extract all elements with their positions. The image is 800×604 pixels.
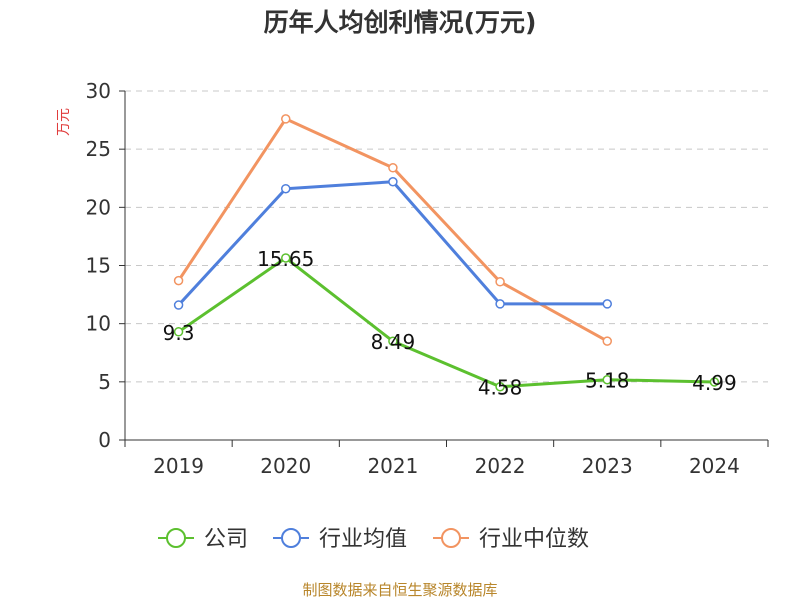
y-axis-label: 万元 xyxy=(56,108,72,136)
data-label: 8.49 xyxy=(371,330,416,354)
legend-item[interactable]: 公司 xyxy=(158,527,248,552)
data-label: 15.65 xyxy=(257,247,314,271)
data-point[interactable] xyxy=(495,381,505,392)
y-tick-label: 15 xyxy=(86,254,111,278)
legend-item[interactable]: 行业均值 xyxy=(273,527,407,552)
data-point[interactable] xyxy=(602,374,612,385)
y-tick-label: 5 xyxy=(98,370,111,394)
series-1 xyxy=(173,176,612,310)
legend-label: 公司 xyxy=(204,527,248,552)
legend-item[interactable]: 行业中位数 xyxy=(433,527,589,552)
x-tick-label: 2024 xyxy=(689,454,740,478)
legend-marker xyxy=(441,528,461,548)
data-point[interactable] xyxy=(602,299,612,309)
x-tick-label: 2022 xyxy=(475,454,526,478)
data-point[interactable] xyxy=(388,163,398,173)
data-label: 4.58 xyxy=(478,376,523,400)
chart-title: 历年人均创利情况(万元) xyxy=(264,8,537,37)
data-point[interactable] xyxy=(281,114,291,124)
y-tick-label: 10 xyxy=(86,312,111,336)
y-tick-label: 20 xyxy=(86,195,111,219)
data-point[interactable] xyxy=(173,300,184,310)
data-point[interactable] xyxy=(709,377,720,387)
series-2 xyxy=(173,114,612,346)
series-line xyxy=(177,117,608,343)
x-tick-label: 2021 xyxy=(367,454,418,478)
data-point[interactable] xyxy=(173,275,184,286)
legend-marker xyxy=(166,528,186,548)
legend: 公司 行业均值 行业中位数 xyxy=(158,527,589,552)
data-point[interactable] xyxy=(173,327,184,337)
y-tick-label: 25 xyxy=(86,137,111,161)
data-label: 9.3 xyxy=(163,321,195,345)
x-tick-label: 2020 xyxy=(260,454,311,478)
data-point[interactable] xyxy=(281,253,291,263)
data-labels: 9.3 15.65 8.49 4.58 5.18 4.99 xyxy=(163,247,737,400)
data-point[interactable] xyxy=(388,176,398,187)
legend-marker xyxy=(281,528,301,548)
x-tick-label: 2019 xyxy=(153,454,204,478)
data-point[interactable] xyxy=(602,336,612,346)
grid-lines xyxy=(125,90,768,383)
data-point[interactable] xyxy=(388,336,398,346)
axes: 0 5 10 15 20 25 30 2019 2020 2021 2022 2023 2024 xyxy=(86,79,769,478)
data-point[interactable] xyxy=(495,277,505,287)
x-tick-label: 2023 xyxy=(582,454,633,478)
source-footer: 制图数据来自恒生聚源数据库 xyxy=(302,581,497,599)
data-label: 5.18 xyxy=(585,369,630,393)
series-lines xyxy=(173,114,720,392)
data-point[interactable] xyxy=(281,183,291,194)
y-tick-label: 30 xyxy=(86,79,111,103)
data-label: 4.99 xyxy=(692,371,737,395)
y-tick-label: 0 xyxy=(98,428,111,452)
data-point[interactable] xyxy=(495,299,505,309)
series-0 xyxy=(173,253,720,392)
legend-label: 行业均值 xyxy=(319,527,407,552)
legend-label: 行业中位数 xyxy=(479,527,589,552)
series-line xyxy=(177,256,715,389)
